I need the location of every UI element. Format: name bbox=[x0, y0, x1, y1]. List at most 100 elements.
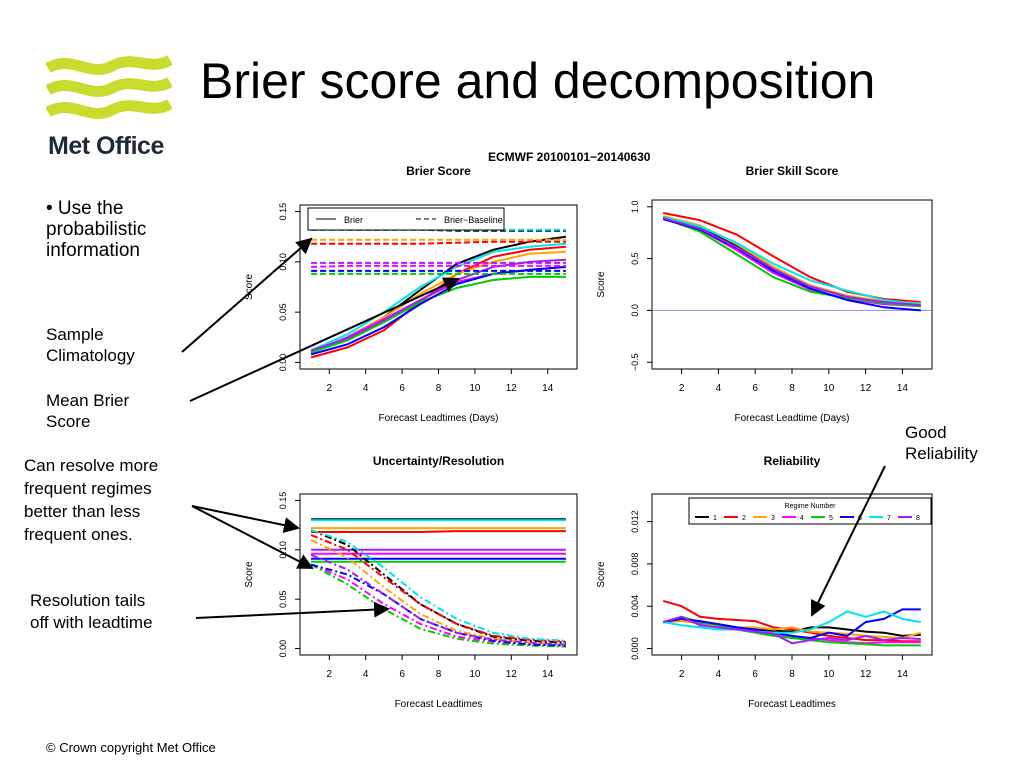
series-line bbox=[311, 264, 566, 268]
y-axis-label: Score bbox=[596, 271, 607, 298]
x-tick-label: 10 bbox=[469, 383, 481, 394]
series-line bbox=[310, 534, 566, 643]
x-tick-label: 6 bbox=[752, 669, 758, 680]
series-line bbox=[663, 608, 921, 640]
note-line: Climatology bbox=[46, 346, 135, 365]
legend-label: Brier−Baseline bbox=[444, 215, 503, 225]
note-line: frequent ones. bbox=[24, 525, 133, 544]
series-line bbox=[662, 615, 921, 645]
series-line bbox=[662, 217, 921, 307]
x-tick-label: 8 bbox=[789, 383, 795, 394]
chart-panel: Uncertainty/Resolution 2 4 6 8 10 12 14 0.00 0.05… bbox=[244, 454, 578, 710]
y-tick-label: 0.00 bbox=[278, 354, 288, 372]
series-line bbox=[662, 216, 921, 306]
note-line: off with leadtime bbox=[30, 613, 153, 632]
chart-panel: Brier Score 2 4 6 8 10 12 14 0.00 0.05 0.10 0.15 For… bbox=[244, 164, 578, 424]
series-line bbox=[310, 563, 566, 648]
legend-title: Regime Number bbox=[785, 503, 837, 510]
note-line: Can resolve more bbox=[24, 456, 159, 475]
y-tick-label: 1.0 bbox=[630, 201, 640, 214]
x-axis-label: Forecast Leadtimes bbox=[748, 699, 836, 710]
legend-label: Brier bbox=[344, 215, 363, 225]
series-line bbox=[662, 615, 921, 647]
x-tick-label: 2 bbox=[679, 669, 685, 680]
note-line: Resolution tails bbox=[30, 591, 146, 610]
x-tick-label: 10 bbox=[823, 383, 835, 394]
note-line: better than less bbox=[24, 502, 141, 521]
footer-copyright: © Crown copyright Met Office bbox=[46, 740, 216, 755]
x-tick-label: 14 bbox=[542, 383, 554, 394]
note-line: Reliability bbox=[905, 444, 978, 463]
chart-title: Brier Score bbox=[406, 164, 471, 178]
arrow-resolve-1 bbox=[191, 505, 300, 533]
arrow-mean-brier bbox=[189, 277, 460, 402]
note-line: Score bbox=[46, 412, 91, 431]
note-line: Good bbox=[905, 423, 947, 442]
series-line bbox=[310, 563, 566, 647]
note-line: frequent regimes bbox=[24, 479, 152, 498]
x-axis-label: Forecast Leadtimes bbox=[395, 699, 483, 710]
plot-frame bbox=[299, 493, 578, 656]
bullet-line: information bbox=[46, 240, 140, 261]
legend-box bbox=[307, 207, 505, 231]
figure-title: ECMWF 20100101−20140630 bbox=[488, 150, 651, 164]
y-tick-label: 0.10 bbox=[278, 253, 288, 271]
x-tick-label: 14 bbox=[542, 669, 554, 680]
series-line bbox=[311, 240, 566, 245]
y-tick-label: 0.5 bbox=[630, 252, 640, 265]
annotation-arrows bbox=[181, 237, 886, 619]
note-line: Mean Brier bbox=[46, 391, 130, 410]
resolve-note: Can resolve more frequent regimes better… bbox=[24, 454, 158, 546]
series-line bbox=[310, 265, 566, 356]
x-tick-label: 14 bbox=[897, 669, 909, 680]
legend-box bbox=[688, 497, 932, 525]
x-tick-label: 12 bbox=[506, 383, 518, 394]
y-tick-label: 0.004 bbox=[630, 595, 640, 618]
x-tick-label: 4 bbox=[363, 669, 369, 680]
y-tick-label: 0.0 bbox=[630, 304, 640, 317]
series-line bbox=[663, 610, 921, 634]
x-axis-label: Forecast Leadtimes (Days) bbox=[378, 413, 498, 424]
x-tick-label: 10 bbox=[823, 669, 835, 680]
x-tick-label: 2 bbox=[327, 383, 333, 394]
series-line bbox=[662, 599, 921, 643]
bullet-line: • Use the bbox=[46, 198, 124, 219]
legend-label: 1 bbox=[713, 515, 717, 522]
legend-label: 4 bbox=[800, 515, 804, 522]
met-office-logo bbox=[46, 55, 172, 119]
y-axis-label: Score bbox=[244, 561, 255, 588]
y-tick-label: 0.15 bbox=[278, 492, 288, 510]
x-tick-label: 12 bbox=[860, 383, 872, 394]
y-tick-label: 0.10 bbox=[278, 541, 288, 559]
y-tick-label: 0.15 bbox=[278, 203, 288, 221]
x-tick-label: 6 bbox=[752, 383, 758, 394]
arrow-good-reliability bbox=[810, 465, 886, 617]
x-tick-label: 8 bbox=[436, 669, 442, 680]
x-tick-label: 10 bbox=[469, 669, 481, 680]
series-line bbox=[311, 530, 566, 533]
page-title: Brier score and decomposition bbox=[200, 53, 876, 109]
x-tick-label: 8 bbox=[789, 669, 795, 680]
x-tick-label: 2 bbox=[679, 383, 685, 394]
logo-text: Met Office bbox=[48, 132, 164, 160]
bullet-note: • Use the probabilistic information bbox=[46, 198, 146, 261]
legend-label: 3 bbox=[771, 515, 775, 522]
chart-title: Reliability bbox=[764, 454, 821, 468]
y-tick-label: 0.05 bbox=[278, 303, 288, 321]
y-tick-label: 0.05 bbox=[278, 590, 288, 608]
note-line: Sample bbox=[46, 325, 104, 344]
series-line bbox=[310, 242, 566, 352]
legend-label: 7 bbox=[887, 515, 891, 522]
x-tick-label: 6 bbox=[399, 669, 405, 680]
sample-climatology-note: Sample Climatology bbox=[46, 324, 135, 366]
x-tick-label: 14 bbox=[897, 383, 909, 394]
x-tick-label: 2 bbox=[327, 669, 333, 680]
chart-panel: Brier Skill Score 2 4 6 8 10 12 14 −0.5 0.0 0.5 1.0… bbox=[596, 164, 933, 424]
arrow-resolution-tails bbox=[195, 601, 390, 619]
good-reliability-note: Good Reliability bbox=[905, 422, 978, 464]
x-tick-label: 4 bbox=[716, 383, 722, 394]
x-tick-label: 6 bbox=[399, 383, 405, 394]
arrow-resolve-2 bbox=[191, 505, 314, 569]
